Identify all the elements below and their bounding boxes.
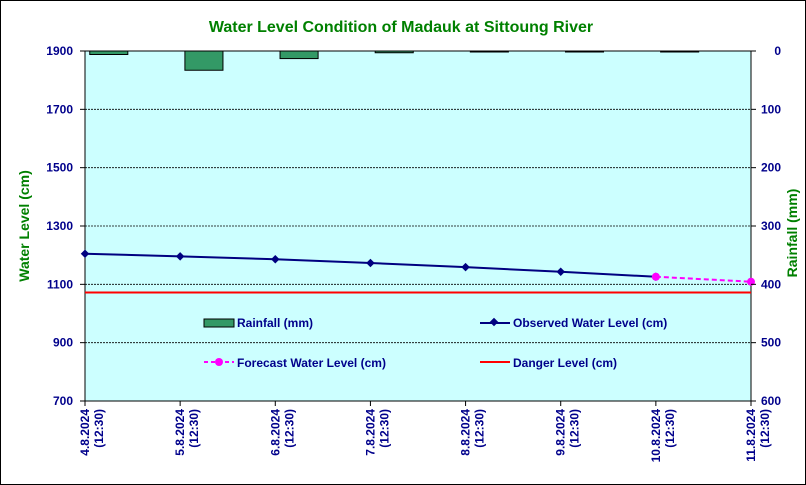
y-tick-label: 1100: [47, 277, 73, 291]
y-tick-label: 900: [53, 336, 73, 350]
x-tick-date: 10.8.2024: [649, 409, 663, 463]
legend-observed-marker: [489, 317, 499, 327]
x-tick-label: 8.8.2024(12:30): [459, 409, 487, 456]
rainfall-bar: [660, 50, 700, 53]
x-tick-time: (12:30): [282, 409, 296, 448]
y-tick-label: 700: [53, 394, 73, 408]
y-axis-label: Water Level (cm): [16, 170, 32, 282]
legend: Rainfall (mm) Observed Water Level (cm) …: [203, 316, 667, 370]
y2-tick-label: 300: [761, 219, 781, 233]
rainfall-bar: [184, 50, 224, 71]
observed-point: [80, 249, 90, 258]
x-tick-time: (12:30): [187, 409, 201, 448]
legend-forecast-label: Forecast Water Level (cm): [237, 356, 386, 370]
x-tick-date: 7.8.2024: [363, 409, 377, 456]
x-tick-date: 8.8.2024: [459, 409, 473, 456]
x-tick-time: (12:30): [92, 409, 106, 448]
legend-rainfall-label: Rainfall (mm): [237, 316, 313, 330]
y-tick-label: 1700: [46, 102, 73, 116]
legend-forecast-marker: [215, 358, 223, 366]
rainfall-bar: [564, 50, 605, 53]
x-tick-date: 5.8.2024: [173, 409, 187, 456]
x-tick-time: (12:30): [568, 409, 582, 448]
x-tick-label: 7.8.2024(12:30): [363, 409, 391, 456]
x-tick-date: 11.8.2024: [744, 409, 758, 462]
x-tick-label: 4.8.2024(12:30): [78, 409, 106, 456]
rainfall-bars: [89, 50, 700, 71]
rainfall-bar: [374, 50, 414, 54]
right-axis-ticks: 0 100 200 300 400 500 600: [751, 44, 781, 408]
x-axis-ticks: 4.8.2024(12:30) 5.8.2024(12:30) 6.8.2024(1…: [78, 401, 772, 462]
forecast-series: [651, 272, 755, 286]
y2-tick-label: 600: [761, 394, 781, 408]
x-tick-label: 11.8.2024(12:30): [744, 409, 772, 462]
observed-point: [461, 262, 470, 272]
x-tick-date: 6.8.2024: [268, 409, 282, 456]
legend-observed-label: Observed Water Level (cm): [513, 316, 667, 330]
chart-title: Water Level Condition of Madauk at Sitto…: [209, 19, 593, 36]
gridlines: [85, 108, 751, 344]
rainfall-bar: [279, 50, 319, 60]
y-tick-label: 1500: [46, 161, 73, 175]
observed-point: [271, 255, 280, 264]
left-axis-ticks: 700 900 1100 1300 1500 1700 1900: [46, 44, 85, 408]
y2-tick-label: 0: [774, 44, 781, 58]
y-tick-label: 1900: [46, 44, 73, 58]
forecast-point: [747, 277, 755, 286]
x-tick-label: 9.8.2024(12:30): [554, 409, 582, 456]
y2-tick-label: 400: [761, 277, 781, 291]
y2-tick-label: 500: [761, 336, 781, 350]
observed-series: [80, 249, 661, 281]
observed-point: [556, 267, 565, 277]
x-tick-time: (12:30): [663, 409, 677, 448]
x-tick-label: 10.8.2024(12:30): [649, 409, 677, 463]
y-tick-label: 1300: [46, 219, 73, 233]
observed-point: [366, 258, 375, 268]
rainfall-bar: [89, 50, 129, 55]
x-tick-label: 6.8.2024(12:30): [268, 409, 296, 456]
rainfall-bar: [469, 50, 509, 53]
y2-tick-label: 200: [761, 161, 781, 175]
legend-rainfall-swatch: [203, 318, 235, 328]
x-tick-time: (12:30): [473, 409, 487, 448]
y2-axis-label: Rainfall (mm): [784, 189, 800, 278]
legend-danger-label: Danger Level (cm): [513, 356, 617, 370]
x-tick-label: 5.8.2024(12:30): [173, 409, 201, 456]
x-tick-date: 9.8.2024: [554, 409, 568, 456]
y2-tick-label: 100: [761, 102, 781, 116]
x-tick-date: 4.8.2024: [78, 409, 92, 456]
forecast-point: [651, 272, 660, 281]
x-tick-time: (12:30): [377, 409, 391, 448]
x-tick-time: (12:30): [758, 409, 772, 448]
